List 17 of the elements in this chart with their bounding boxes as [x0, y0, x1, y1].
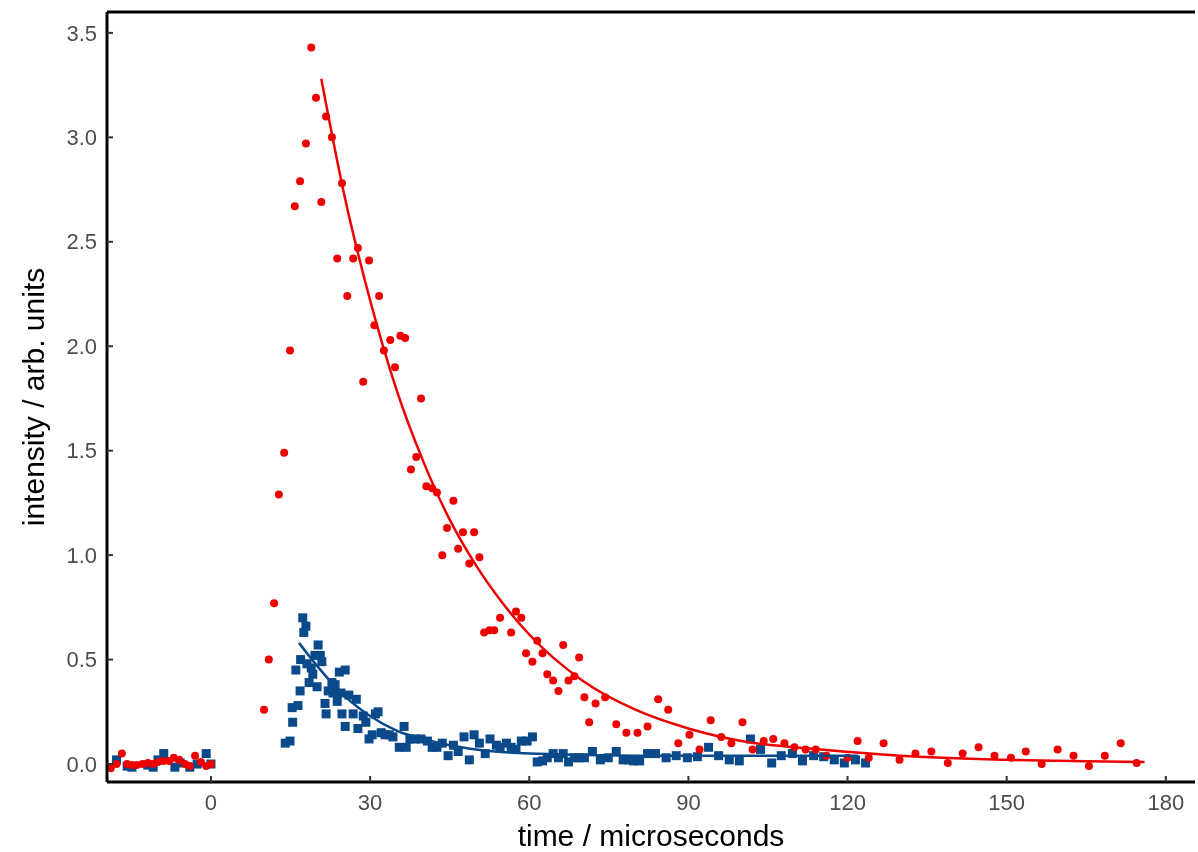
y-tick-label: 3.5 [66, 20, 97, 46]
x-tick-label: 150 [988, 790, 1026, 815]
x-tick-label: 60 [517, 790, 542, 815]
y-tick-label: 3.0 [66, 125, 97, 151]
y-tick-label: 1.0 [66, 542, 97, 568]
y-axis-title: intensity / arb. units [17, 267, 50, 527]
y-tick-label: 2.5 [66, 229, 97, 255]
x-tick-label: 180 [1147, 790, 1185, 815]
y-tick-label: 0.0 [66, 751, 97, 777]
x-tick-label: 120 [829, 790, 866, 815]
y-tick-label: 0.5 [66, 647, 97, 673]
y-tick-label: 2.0 [66, 333, 97, 359]
x-tick-label: 90 [676, 790, 701, 815]
x-tick-label: 0 [204, 790, 218, 815]
y-tick-label: 1.5 [66, 438, 97, 464]
x-tick-label: 30 [357, 790, 383, 815]
x-axis-title: time / microseconds [517, 819, 785, 852]
